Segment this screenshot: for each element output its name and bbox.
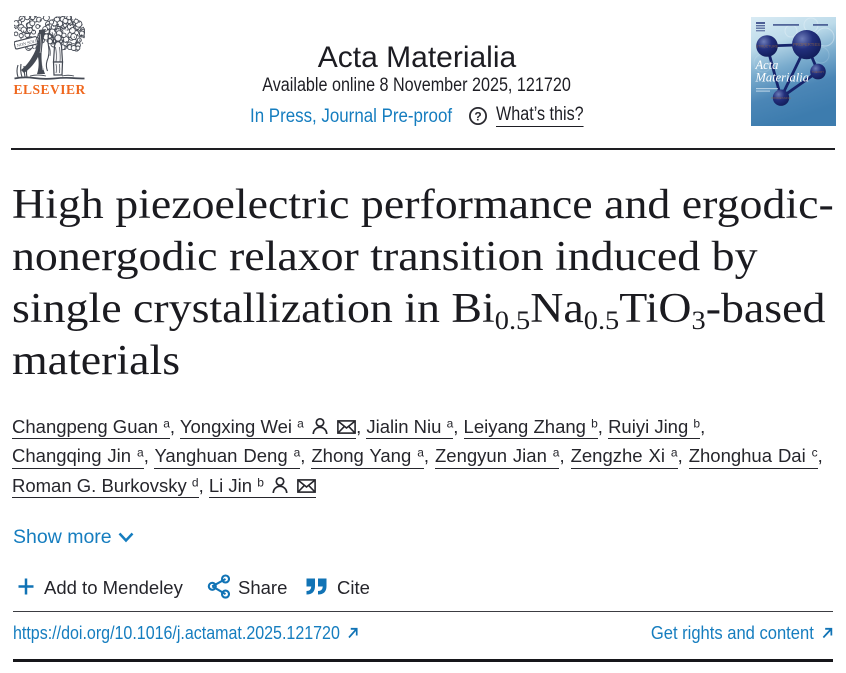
svg-text:PROCESSING: PROCESSING — [771, 96, 792, 100]
svg-text:Materialia: Materialia — [755, 71, 809, 85]
svg-text:STRUCTURE: STRUCTURE — [756, 45, 779, 49]
svg-text:PROPERTIES: PROPERTIES — [793, 42, 820, 47]
svg-text:?: ? — [474, 109, 481, 123]
svg-text:Acta: Acta — [755, 58, 779, 72]
svg-text:THEORY: THEORY — [812, 70, 824, 74]
svg-text:NON SOLUS: NON SOLUS — [16, 37, 42, 48]
